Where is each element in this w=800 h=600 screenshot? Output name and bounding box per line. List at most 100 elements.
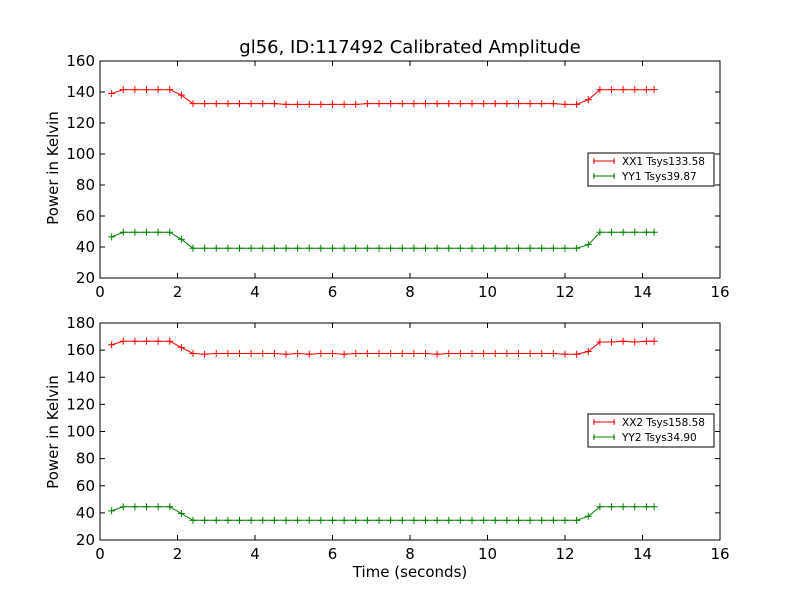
- data-point: [189, 516, 197, 524]
- data-point: [561, 350, 569, 358]
- data-point: [619, 86, 627, 94]
- data-point: [352, 516, 360, 524]
- data-point: [247, 350, 255, 358]
- data-point: [305, 244, 313, 252]
- data-point: [561, 100, 569, 108]
- legend-box: [587, 152, 715, 187]
- data-point: [596, 228, 604, 236]
- data-point: [480, 100, 488, 108]
- data-point: [154, 86, 162, 94]
- data-point: [143, 228, 150, 236]
- data-point: [503, 244, 511, 252]
- y-tick-label: 40: [76, 504, 95, 522]
- data-point: [422, 350, 429, 358]
- data-point: [189, 100, 197, 108]
- x-tick-label: 16: [710, 545, 729, 563]
- data-point: [143, 337, 150, 345]
- data-point: [143, 86, 150, 94]
- data-point: [642, 86, 650, 94]
- data-point: [526, 350, 534, 358]
- data-point: [177, 235, 185, 243]
- chart-title: gl56, ID:117492 Calibrated Amplitude: [239, 37, 580, 58]
- y-tick-label: 180: [66, 314, 95, 332]
- top-plot: 0 2 4 6 8 10 12 14 16 20 40 60 80 100 120 140 160 XX1 Tsy…: [66, 52, 729, 301]
- x-tick-label: 12: [555, 283, 574, 301]
- data-point: [282, 350, 290, 358]
- data-point: [119, 503, 127, 511]
- data-point: [189, 350, 197, 358]
- bottom-legend: XX2 Tsys158.58 YY2 Tsys34.90: [587, 413, 715, 448]
- data-point: [329, 516, 336, 524]
- data-point: [642, 337, 650, 345]
- legend-marker: [593, 173, 615, 179]
- data-point: [503, 350, 511, 358]
- data-point: [363, 516, 371, 524]
- top-legend: XX1 Tsys133.58 YY1 Tsys39.87: [587, 152, 715, 187]
- data-point: [131, 86, 139, 94]
- data-point: [433, 516, 441, 524]
- data-point: [201, 244, 209, 252]
- data-point: [236, 516, 243, 524]
- data-point: [247, 100, 255, 108]
- data-point: [456, 350, 464, 358]
- data-point: [538, 100, 546, 108]
- data-point: [491, 100, 499, 108]
- y-tick-label: 80: [76, 176, 95, 194]
- data-point: [317, 100, 325, 108]
- data-point: [166, 337, 174, 345]
- legend-marker: [593, 158, 615, 164]
- data-point: [515, 244, 522, 252]
- data-point: [549, 100, 557, 108]
- data-point: [515, 100, 522, 108]
- x-tick-label: 14: [633, 545, 652, 563]
- data-point: [119, 228, 127, 236]
- y-tick-label: 40: [76, 238, 95, 256]
- data-point: [119, 86, 127, 94]
- data-point: [584, 241, 592, 249]
- data-point: [515, 516, 522, 524]
- data-point: [166, 86, 174, 94]
- data-point: [387, 244, 395, 252]
- data-point: [340, 350, 348, 358]
- data-point: [329, 244, 336, 252]
- data-point: [352, 244, 360, 252]
- x-tick-label: 14: [633, 283, 652, 301]
- data-point: [108, 90, 116, 98]
- data-point: [433, 100, 441, 108]
- data-point: [398, 100, 406, 108]
- data-point: [596, 338, 604, 346]
- data-point: [166, 228, 174, 236]
- y-tick-label: 60: [76, 477, 95, 495]
- data-point: [294, 516, 302, 524]
- data-point: [422, 100, 429, 108]
- data-point: [468, 244, 476, 252]
- data-point: [201, 516, 209, 524]
- data-point: [363, 100, 371, 108]
- data-point: [584, 512, 592, 520]
- data-point: [526, 244, 534, 252]
- data-point: [433, 244, 441, 252]
- data-point: [445, 100, 453, 108]
- data-point: [608, 86, 615, 94]
- x-tick-label: 4: [250, 283, 260, 301]
- data-point: [224, 100, 232, 108]
- data-point: [398, 516, 406, 524]
- x-tick-label: 10: [478, 545, 497, 563]
- data-point: [503, 516, 511, 524]
- data-point: [236, 100, 243, 108]
- data-point: [596, 86, 604, 94]
- legend-entry: XX2 Tsys158.58: [622, 417, 705, 429]
- x-tick-label: 4: [250, 545, 260, 563]
- data-point: [596, 503, 604, 511]
- data-point: [515, 350, 522, 358]
- data-point: [270, 100, 278, 108]
- data-point: [189, 244, 197, 252]
- data-point: [131, 503, 139, 511]
- data-point: [317, 516, 325, 524]
- data-point: [650, 337, 658, 345]
- data-point: [247, 516, 255, 524]
- legend-marker: [593, 419, 615, 425]
- y-tick-label: 120: [66, 395, 95, 413]
- data-point: [549, 244, 557, 252]
- data-point: [375, 100, 383, 108]
